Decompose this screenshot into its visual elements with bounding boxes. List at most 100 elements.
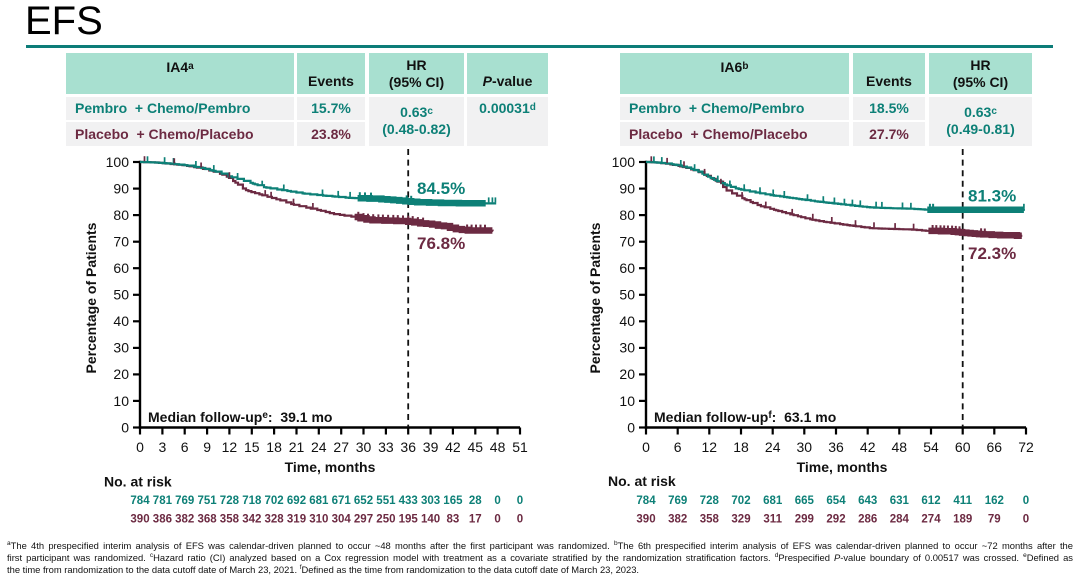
- svg-text:Median follow-upe: 39.1 mo: Median follow-upe: 39.1 mo: [148, 409, 332, 425]
- svg-text:297: 297: [354, 514, 373, 526]
- svg-text:No. at risk: No. at risk: [608, 473, 676, 489]
- svg-text:24: 24: [311, 439, 327, 455]
- svg-text:28: 28: [469, 495, 482, 507]
- svg-text:66: 66: [987, 439, 1003, 455]
- svg-text:751: 751: [198, 495, 218, 507]
- svg-text:328: 328: [265, 514, 285, 526]
- svg-text:40: 40: [619, 313, 635, 329]
- svg-text:702: 702: [265, 495, 284, 507]
- svg-text:551: 551: [376, 495, 396, 507]
- svg-text:45: 45: [468, 439, 484, 455]
- svg-text:250: 250: [376, 514, 395, 526]
- svg-text:24: 24: [765, 439, 781, 455]
- svg-text:784: 784: [130, 495, 150, 507]
- svg-text:652: 652: [354, 495, 373, 507]
- svg-text:9: 9: [203, 439, 211, 455]
- svg-text:Percentage of Patients: Percentage of Patients: [83, 222, 99, 373]
- svg-text:50: 50: [619, 287, 635, 303]
- svg-text:665: 665: [795, 495, 815, 507]
- svg-text:42: 42: [445, 439, 461, 455]
- svg-text:390: 390: [130, 514, 149, 526]
- svg-text:303: 303: [421, 495, 440, 507]
- svg-text:386: 386: [153, 514, 172, 526]
- svg-text:60: 60: [955, 439, 971, 455]
- svg-text:433: 433: [399, 495, 418, 507]
- svg-text:358: 358: [220, 514, 240, 526]
- svg-text:6: 6: [674, 439, 682, 455]
- svg-text:411: 411: [953, 495, 972, 507]
- svg-text:189: 189: [953, 514, 972, 526]
- svg-text:368: 368: [198, 514, 218, 526]
- svg-text:100: 100: [612, 154, 636, 170]
- svg-text:0: 0: [136, 439, 144, 455]
- svg-text:79: 79: [988, 514, 1001, 526]
- svg-text:30: 30: [797, 439, 813, 455]
- svg-text:36: 36: [400, 439, 416, 455]
- svg-text:30: 30: [356, 439, 372, 455]
- svg-text:No. at risk: No. at risk: [104, 474, 172, 490]
- svg-text:17: 17: [469, 514, 482, 526]
- svg-text:671: 671: [332, 495, 352, 507]
- svg-text:60: 60: [619, 260, 635, 276]
- svg-text:27: 27: [333, 439, 349, 455]
- svg-text:728: 728: [700, 495, 720, 507]
- svg-text:21: 21: [289, 439, 305, 455]
- svg-text:60: 60: [113, 260, 129, 276]
- svg-text:20: 20: [619, 366, 635, 382]
- svg-text:702: 702: [731, 495, 750, 507]
- svg-text:70: 70: [619, 234, 635, 250]
- svg-text:329: 329: [731, 514, 750, 526]
- svg-text:319: 319: [287, 514, 306, 526]
- svg-text:70: 70: [113, 234, 129, 250]
- svg-text:Time, months: Time, months: [797, 459, 888, 475]
- svg-text:140: 140: [421, 514, 440, 526]
- svg-text:39: 39: [423, 439, 439, 455]
- svg-text:0: 0: [494, 514, 500, 526]
- svg-text:90: 90: [619, 180, 635, 196]
- svg-text:195: 195: [399, 514, 419, 526]
- svg-text:36: 36: [828, 439, 844, 455]
- svg-text:162: 162: [985, 495, 1004, 507]
- svg-text:48: 48: [490, 439, 506, 455]
- svg-text:631: 631: [890, 495, 910, 507]
- svg-text:612: 612: [921, 495, 940, 507]
- svg-text:0: 0: [121, 419, 129, 435]
- svg-text:10: 10: [619, 393, 635, 409]
- svg-text:30: 30: [113, 340, 129, 356]
- svg-text:90: 90: [113, 180, 129, 196]
- svg-text:769: 769: [668, 495, 687, 507]
- svg-text:304: 304: [332, 514, 352, 526]
- svg-text:0: 0: [627, 419, 635, 435]
- svg-text:33: 33: [378, 439, 394, 455]
- svg-text:72: 72: [1018, 439, 1034, 455]
- svg-text:51: 51: [512, 439, 528, 455]
- svg-text:15: 15: [244, 439, 260, 455]
- svg-text:342: 342: [242, 514, 261, 526]
- svg-text:18: 18: [266, 439, 282, 455]
- svg-text:0: 0: [1023, 495, 1029, 507]
- svg-text:382: 382: [175, 514, 194, 526]
- svg-text:692: 692: [287, 495, 306, 507]
- svg-text:0: 0: [494, 495, 500, 507]
- svg-text:654: 654: [826, 495, 846, 507]
- svg-text:769: 769: [175, 495, 194, 507]
- svg-text:358: 358: [700, 514, 720, 526]
- svg-text:299: 299: [795, 514, 814, 526]
- svg-text:76.8%: 76.8%: [417, 234, 465, 253]
- svg-text:83: 83: [447, 514, 460, 526]
- svg-text:18: 18: [733, 439, 749, 455]
- svg-text:284: 284: [890, 514, 910, 526]
- svg-text:0: 0: [642, 439, 650, 455]
- svg-text:40: 40: [113, 313, 129, 329]
- svg-text:12: 12: [702, 439, 718, 455]
- svg-text:72.3%: 72.3%: [968, 244, 1016, 263]
- svg-text:Median follow-upf: 63.1 mo: Median follow-upf: 63.1 mo: [654, 409, 836, 425]
- svg-text:784: 784: [636, 495, 656, 507]
- svg-text:781: 781: [153, 495, 173, 507]
- svg-text:310: 310: [309, 514, 328, 526]
- svg-text:80: 80: [113, 207, 129, 223]
- svg-text:6: 6: [181, 439, 189, 455]
- svg-text:12: 12: [222, 439, 238, 455]
- svg-text:50: 50: [113, 287, 129, 303]
- svg-text:681: 681: [763, 495, 783, 507]
